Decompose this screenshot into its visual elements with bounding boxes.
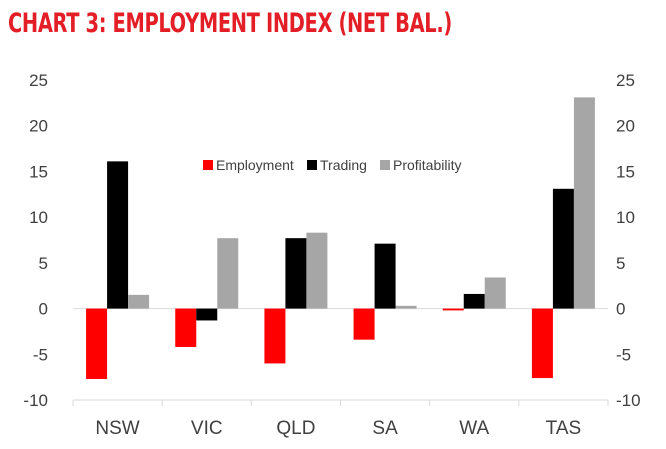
y-tick-label-right: 25: [616, 71, 635, 90]
axis-layer: [72, 308, 609, 406]
bar-layer: [86, 97, 595, 379]
bar-profitability-nsw: [128, 294, 150, 309]
bar-profitability-vic: [217, 238, 239, 309]
y-tick-label-left: -10: [23, 391, 48, 410]
y-tick-label-right: -10: [616, 391, 641, 410]
bar-profitability-sa: [395, 305, 417, 309]
bar-employment-nsw: [86, 308, 108, 379]
y-tick-label-left: -5: [33, 345, 48, 364]
y-tick-label-right: 15: [616, 162, 635, 181]
legend: Employment Trading Profitability: [203, 157, 461, 173]
bar-employment-tas: [531, 308, 553, 379]
y-tick-label-left: 20: [29, 117, 48, 136]
bar-trading-qld: [285, 238, 307, 309]
category-label: NSW: [95, 418, 139, 439]
category-label: SA: [372, 418, 398, 439]
legend-label-trading: Trading: [320, 157, 367, 173]
category-label: QLD: [276, 418, 315, 439]
bar-trading-tas: [552, 188, 574, 309]
legend-swatch-trading: [307, 160, 317, 170]
legend-swatch-employment: [203, 160, 213, 170]
legend-label-profitability: Profitability: [393, 157, 461, 173]
bar-profitability-qld: [306, 232, 328, 309]
category-label: VIC: [191, 418, 223, 439]
category-label: TAS: [546, 418, 582, 439]
y-tick-label-left: 5: [39, 254, 48, 273]
y-tick-label-right: -5: [616, 345, 631, 364]
bar-employment-qld: [264, 308, 286, 364]
bar-profitability-tas: [573, 97, 595, 309]
category-label: WA: [459, 418, 489, 439]
y-tick-label-left: 0: [39, 300, 48, 319]
y-tick-label-left: 25: [29, 71, 48, 90]
bar-profitability-wa: [484, 277, 506, 309]
y-tick-label-left: 15: [29, 162, 48, 181]
bar-trading-vic: [196, 308, 218, 321]
legend-label-employment: Employment: [216, 157, 294, 173]
bar-trading-nsw: [107, 161, 129, 309]
y-tick-label-right: 0: [616, 300, 625, 319]
y-tick-label-right: 5: [616, 254, 625, 273]
legend-swatch-profitability: [380, 160, 390, 170]
y-tick-label-right: 20: [616, 117, 635, 136]
label-layer: -10 -10 -5 -5 0 0 5 5 10 10 15 15 20 20 25 25 NSW VIC QLD S…: [23, 71, 640, 439]
bar-employment-wa: [442, 308, 464, 311]
bar-employment-vic: [175, 308, 197, 347]
y-tick-label-left: 10: [29, 208, 48, 227]
bar-employment-sa: [353, 308, 375, 340]
bar-trading-sa: [374, 243, 396, 309]
y-tick-label-right: 10: [616, 208, 635, 227]
bar-trading-wa: [463, 293, 485, 309]
chart-title: CHART 3: EMPLOYMENT INDEX (NET BAL.): [8, 8, 452, 39]
